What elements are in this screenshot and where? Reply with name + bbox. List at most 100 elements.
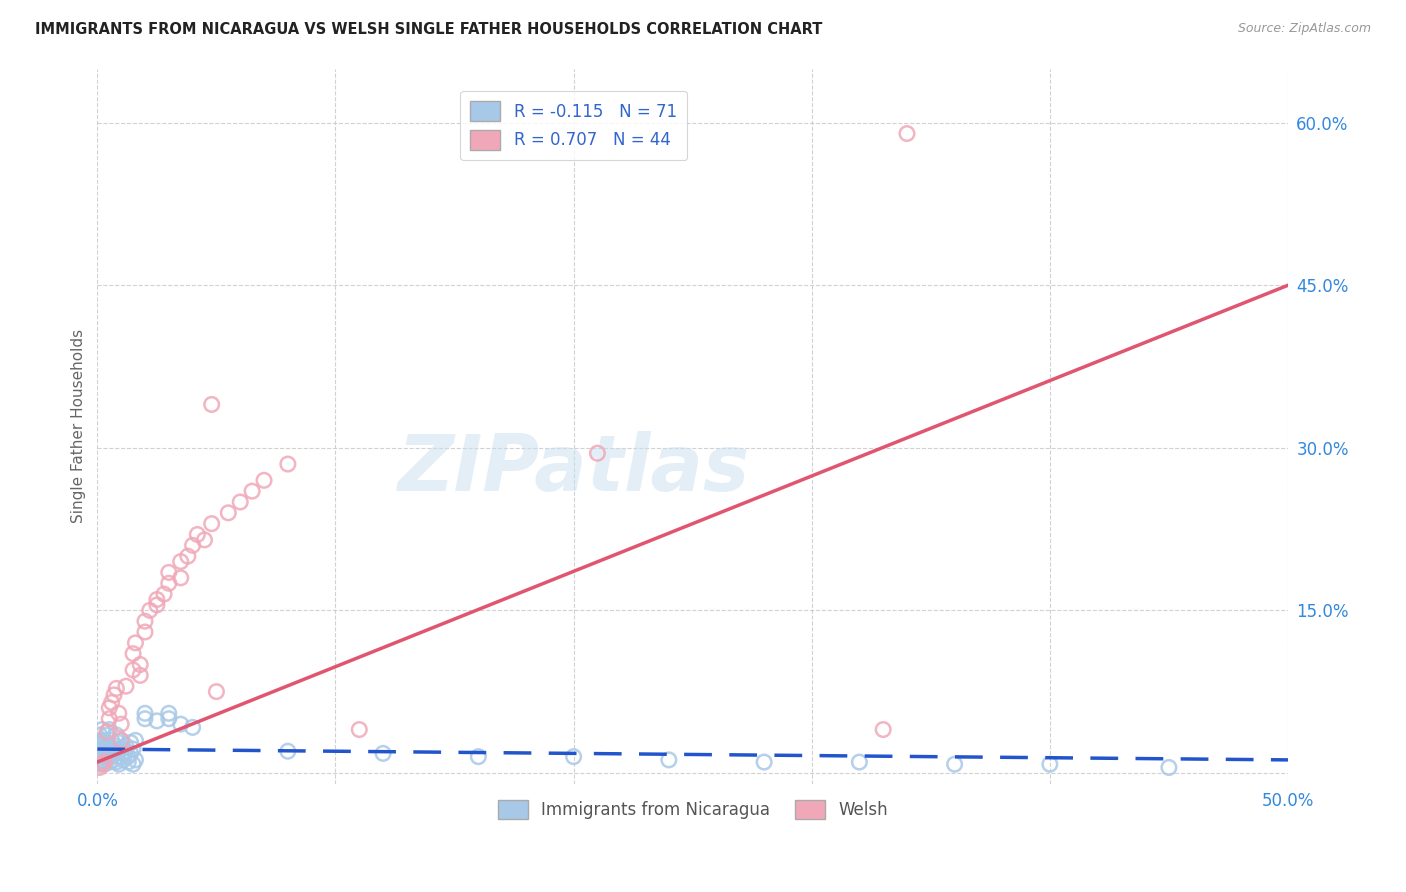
Point [91,744,114,758]
Point [229,495,252,509]
Point [1039,757,1062,772]
Y-axis label: Single Father Households: Single Father Households [72,329,86,524]
Point [107,706,129,721]
Point [371,747,394,761]
Point [100,749,122,764]
Point [115,679,138,693]
Point [153,587,176,601]
Point [96,753,118,767]
Point [170,555,193,569]
Point [96,749,118,764]
Point [120,747,142,761]
Point [157,706,180,721]
Point [107,744,129,758]
Point [124,636,146,650]
Point [89,757,111,772]
Point [98,712,121,726]
Point [89,739,111,753]
Point [89,760,111,774]
Point [848,755,870,769]
Point [93,755,115,769]
Point [89,742,111,756]
Point [91,735,114,749]
Point [100,744,122,758]
Point [103,739,125,753]
Text: IMMIGRANTS FROM NICARAGUA VS WELSH SINGLE FATHER HOUSEHOLDS CORRELATION CHART: IMMIGRANTS FROM NICARAGUA VS WELSH SINGL… [35,22,823,37]
Point [89,733,111,747]
Point [117,755,139,769]
Point [896,127,918,141]
Point [107,757,129,772]
Point [120,735,142,749]
Point [201,516,224,531]
Point [86,747,108,761]
Point [93,744,115,758]
Point [177,549,200,564]
Point [112,747,135,761]
Point [157,566,180,580]
Point [117,749,139,764]
Point [91,747,114,761]
Point [1157,760,1180,774]
Point [93,739,115,753]
Point [110,717,132,731]
Point [277,457,299,471]
Point [100,696,122,710]
Point [98,755,121,769]
Point [157,712,180,726]
Point [349,723,371,737]
Point [658,753,681,767]
Point [134,712,156,726]
Point [98,739,121,753]
Point [146,714,169,728]
Point [96,742,118,756]
Point [91,723,114,737]
Text: Source: ZipAtlas.com: Source: ZipAtlas.com [1237,22,1371,36]
Point [100,733,122,747]
Point [89,749,111,764]
Point [186,527,208,541]
Point [129,668,152,682]
Point [943,757,966,772]
Point [205,684,228,698]
Point [93,757,115,772]
Point [115,744,138,758]
Point [872,723,894,737]
Point [170,571,193,585]
Point [115,739,138,753]
Point [96,728,118,742]
Point [103,688,125,702]
Point [112,753,135,767]
Point [122,647,145,661]
Point [103,753,125,767]
Point [253,473,276,487]
Point [98,747,121,761]
Point [122,757,145,772]
Point [146,592,169,607]
Point [98,701,121,715]
Point [562,749,585,764]
Point [134,625,156,640]
Point [91,753,114,767]
Point [103,742,125,756]
Point [110,749,132,764]
Point [91,757,114,772]
Point [201,397,224,411]
Point [586,446,609,460]
Point [277,744,299,758]
Point [752,755,775,769]
Point [170,717,193,731]
Point [122,663,145,677]
Point [105,681,128,696]
Point [193,533,215,547]
Legend: Immigrants from Nicaragua, Welsh: Immigrants from Nicaragua, Welsh [491,793,894,825]
Point [124,753,146,767]
Point [93,755,115,769]
Point [110,733,132,747]
Point [134,706,156,721]
Point [181,720,204,734]
Point [93,733,115,747]
Point [98,723,121,737]
Point [89,755,111,769]
Point [467,749,489,764]
